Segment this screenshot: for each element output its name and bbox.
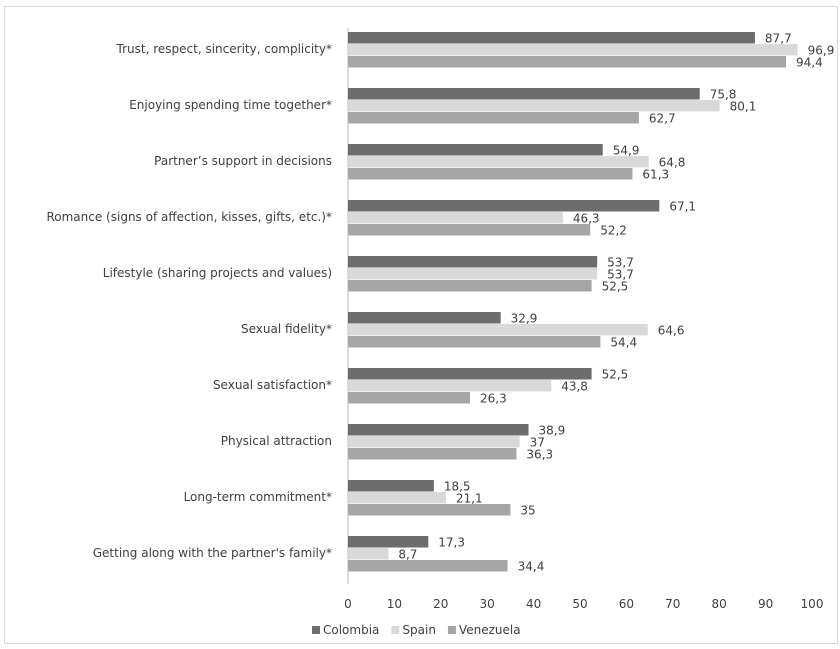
- bar-colombia: [348, 480, 434, 492]
- category-label: Getting along with the partner's family*: [93, 546, 332, 560]
- bar-spain: [348, 268, 598, 280]
- data-label-colombia: 17,3: [438, 536, 465, 550]
- bars-layer: [348, 32, 798, 572]
- bar-colombia: [348, 312, 501, 324]
- data-label-colombia: 67,1: [669, 200, 696, 214]
- data-label-colombia: 75,8: [710, 88, 737, 102]
- data-label-venezuela: 61,3: [642, 168, 669, 182]
- x-tick-label: 90: [758, 597, 773, 611]
- legend-label-spain: Spain: [402, 623, 436, 637]
- bar-venezuela: [348, 448, 517, 460]
- data-label-venezuela: 26,3: [480, 392, 507, 406]
- bar-colombia: [348, 256, 598, 268]
- bar-spain: [348, 156, 649, 168]
- legend-swatch-spain: [391, 626, 400, 634]
- bar-venezuela: [348, 280, 592, 292]
- legend-swatch-colombia: [312, 626, 320, 634]
- data-label-colombia: 53,7: [607, 256, 634, 270]
- category-label: Trust, respect, sincerity, complicity*: [116, 42, 332, 56]
- data-label-colombia: 32,9: [511, 312, 538, 326]
- bar-venezuela: [348, 168, 633, 180]
- data-label-venezuela: 94,4: [796, 56, 823, 70]
- data-label-spain: 64,6: [658, 324, 685, 338]
- data-label-spain: 43,8: [561, 380, 588, 394]
- bar-spain: [348, 380, 552, 392]
- bar-colombia: [348, 536, 429, 548]
- category-label: Long-term commitment*: [184, 490, 332, 504]
- x-tick-label: 0: [344, 597, 352, 611]
- data-label-colombia: 87,7: [765, 32, 792, 46]
- legend-label-venezuela: Venezuela: [459, 623, 521, 637]
- x-tick-label: 80: [712, 597, 727, 611]
- x-tick-label: 30: [480, 597, 495, 611]
- legend-swatch-venezuela: [447, 626, 456, 634]
- bar-spain: [348, 436, 520, 448]
- data-label-spain: 37: [530, 436, 545, 450]
- category-label: Sexual satisfaction*: [213, 378, 332, 392]
- data-label-venezuela: 34,4: [518, 560, 545, 574]
- bar-venezuela: [348, 112, 639, 124]
- bar-venezuela: [348, 336, 601, 348]
- data-label-venezuela: 36,3: [526, 448, 553, 462]
- bar-venezuela: [348, 56, 787, 68]
- x-tick-label: 60: [619, 597, 634, 611]
- data-label-venezuela: 52,2: [600, 224, 627, 238]
- category-label: Lifestyle (sharing projects and values): [103, 266, 332, 280]
- data-label-venezuela: 52,5: [602, 280, 629, 294]
- data-label-colombia: 38,9: [538, 424, 565, 438]
- bar-colombia: [348, 424, 529, 436]
- data-label-spain: 80,1: [730, 100, 757, 114]
- bar-spain: [348, 44, 798, 56]
- data-label-spain: 46,3: [573, 212, 600, 226]
- bar-venezuela: [348, 224, 591, 236]
- bar-venezuela: [348, 392, 471, 404]
- data-label-colombia: 18,5: [444, 480, 471, 494]
- x-tick-label: 70: [665, 597, 680, 611]
- bar-colombia: [348, 200, 660, 212]
- x-tick-label: 40: [526, 597, 541, 611]
- legend: Colombia Spain Venezuela: [312, 623, 521, 637]
- category-label: Romance (signs of affection, kisses, gif…: [46, 210, 332, 224]
- bar-spain: [348, 212, 563, 224]
- data-label-colombia: 54,9: [613, 144, 640, 158]
- labels-layer: Trust, respect, sincerity, complicity* 87…: [46, 32, 834, 574]
- legend-label-colombia: Colombia: [323, 623, 379, 637]
- bar-colombia: [348, 144, 603, 156]
- bar-venezuela: [348, 504, 511, 516]
- x-tick-label: 50: [572, 597, 587, 611]
- data-label-spain: 96,9: [808, 44, 835, 58]
- x-tick-label: 10: [387, 597, 402, 611]
- data-label-spain: 8,7: [398, 548, 417, 562]
- category-label: Sexual fidelity*: [241, 322, 332, 336]
- bar-spain: [348, 548, 389, 560]
- data-label-spain: 64,8: [659, 156, 686, 170]
- bar-spain: [348, 100, 720, 112]
- bar-spain: [348, 492, 446, 504]
- bar-colombia: [348, 32, 755, 44]
- data-label-spain: 53,7: [607, 268, 634, 282]
- data-label-colombia: 52,5: [602, 368, 629, 382]
- x-tick-label: 20: [433, 597, 448, 611]
- data-label-venezuela: 35: [520, 504, 535, 518]
- data-label-venezuela: 54,4: [610, 336, 637, 350]
- data-label-spain: 21,1: [456, 492, 483, 506]
- x-tick-label: 100: [801, 597, 824, 611]
- category-label: Physical attraction: [221, 434, 332, 448]
- bar-colombia: [348, 88, 700, 100]
- category-label: Enjoying spending time together*: [129, 98, 332, 112]
- bar-venezuela: [348, 560, 508, 572]
- category-label: Partner’s support in decisions: [154, 154, 332, 168]
- bar-spain: [348, 324, 648, 336]
- data-label-venezuela: 62,7: [649, 112, 676, 126]
- bar-colombia: [348, 368, 592, 380]
